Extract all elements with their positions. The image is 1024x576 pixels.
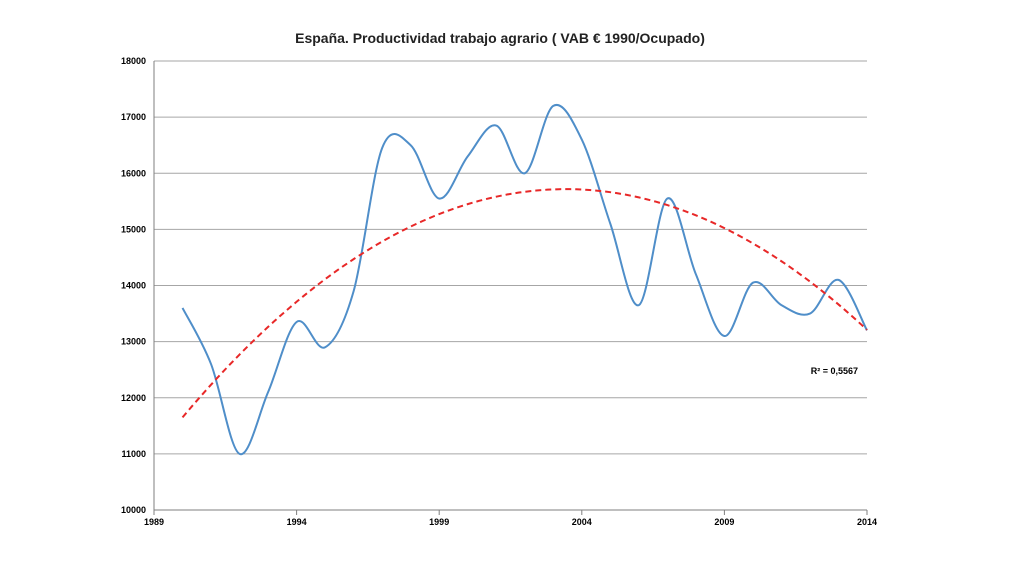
y-tick-labels: 10000 11000 12000 13000 14000 15000 16000 17000… bbox=[121, 56, 146, 515]
trendline bbox=[181, 188, 868, 419]
r-squared-label: R² = 0,5567 bbox=[811, 366, 858, 376]
data-series bbox=[181, 103, 868, 455]
y-tick-11000: 11000 bbox=[121, 449, 146, 459]
series-line-0 bbox=[181, 103, 868, 455]
trendline-group: R² = 0,5567 bbox=[181, 188, 868, 419]
chart-title: España. Productividad trabajo agrario ( … bbox=[295, 30, 705, 46]
y-tick-10000: 10000 bbox=[121, 505, 146, 515]
x-tick-labels: 1989 1994 1999 2004 2009 2014 bbox=[144, 517, 877, 527]
y-tick-16000: 16000 bbox=[121, 168, 146, 178]
x-tick-1999: 1999 bbox=[429, 517, 449, 527]
x-tick-2004: 2004 bbox=[572, 517, 592, 527]
x-tick-2014: 2014 bbox=[857, 517, 877, 527]
axes bbox=[153, 61, 868, 515]
y-tick-12000: 12000 bbox=[121, 393, 146, 403]
y-tick-15000: 15000 bbox=[121, 224, 146, 234]
x-tick-2009: 2009 bbox=[714, 517, 734, 527]
gridlines bbox=[154, 60, 867, 511]
y-tick-13000: 13000 bbox=[121, 337, 146, 347]
y-tick-17000: 17000 bbox=[121, 112, 146, 122]
x-tick-1994: 1994 bbox=[287, 517, 307, 527]
y-tick-18000: 18000 bbox=[121, 56, 146, 66]
x-tick-1989: 1989 bbox=[144, 517, 164, 527]
y-tick-14000: 14000 bbox=[121, 281, 146, 291]
